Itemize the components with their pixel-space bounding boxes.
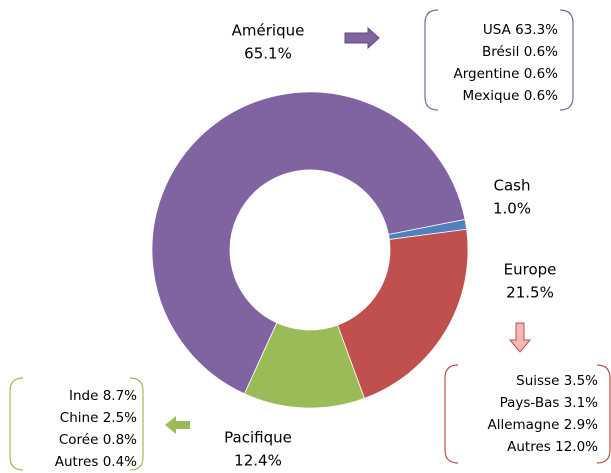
breakdown-row: Pays-Bas 3.1%: [500, 395, 599, 411]
slice-label: Europe: [504, 261, 557, 279]
bracket-box: [9, 377, 144, 471]
slice-label: Cash: [494, 177, 531, 195]
breakdown-value: 3.1%: [564, 395, 598, 411]
breakdown-row: Corée 0.8%: [59, 432, 137, 448]
breakdown-name: Chine: [60, 410, 99, 426]
bracket-box: [424, 9, 574, 111]
arrow-left: [165, 416, 190, 434]
donut-slice: [337, 228, 469, 399]
breakdown-row: Allemagne 2.9%: [487, 417, 598, 433]
breakdown-value: 63.3%: [515, 22, 558, 38]
breakdown-name: Pays-Bas: [500, 395, 560, 411]
breakdown-name: Corée: [59, 432, 99, 448]
breakdown-value: 0.6%: [524, 44, 558, 60]
breakdown-value: 0.6%: [524, 88, 558, 104]
breakdown-name: Allemagne: [487, 417, 559, 433]
slice-label: Amérique: [232, 22, 305, 40]
breakdown-row: Mexique 0.6%: [463, 88, 559, 104]
breakdown-value: 2.5%: [103, 410, 137, 426]
arrow-down: [508, 322, 532, 353]
slice-value-label: 1.0%: [493, 200, 531, 218]
breakdown-name: Argentine: [454, 66, 520, 82]
breakdown-row: Chine 2.5%: [60, 410, 137, 426]
slice-value-label: 21.5%: [506, 284, 554, 302]
breakdown-value: 0.6%: [524, 66, 558, 82]
breakdown-value: 0.4%: [103, 454, 137, 470]
slice-value-label: 65.1%: [244, 45, 292, 63]
breakdown-value: 3.5%: [564, 373, 598, 389]
breakdown-name: Brésil: [482, 44, 519, 60]
breakdown-row: Inde 8.7%: [69, 388, 137, 404]
breakdown-row: USA 63.3%: [483, 22, 558, 38]
breakdown-value: 8.7%: [103, 388, 137, 404]
breakdown-value: 0.8%: [103, 432, 137, 448]
arrow-right: [344, 26, 380, 50]
breakdown-row: Suisse 3.5%: [516, 373, 598, 389]
breakdown-row: Brésil 0.6%: [482, 44, 558, 60]
breakdown-name: USA: [483, 22, 512, 38]
breakdown-row: Autres 0.4%: [55, 454, 137, 470]
breakdown-row: Argentine 0.6%: [454, 66, 559, 82]
bracket-box: [444, 364, 611, 464]
donut-slice: [151, 91, 466, 395]
slice-label: Pacifique: [224, 429, 292, 447]
breakdown-value: 2.9%: [564, 417, 598, 433]
slice-value-label: 12.4%: [234, 452, 282, 470]
donut-slice: [243, 322, 365, 409]
breakdown-name: Suisse: [516, 373, 559, 389]
breakdown-name: Autres: [507, 439, 551, 455]
breakdown-name: Mexique: [463, 88, 520, 104]
breakdown-name: Inde: [69, 388, 98, 404]
breakdown-row: Autres 12.0%: [507, 439, 598, 455]
breakdown-value: 12.0%: [555, 439, 598, 455]
breakdown-name: Autres: [55, 454, 99, 470]
